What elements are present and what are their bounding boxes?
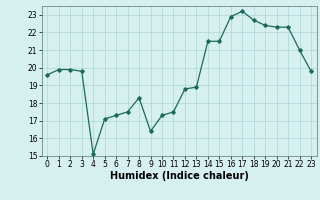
X-axis label: Humidex (Indice chaleur): Humidex (Indice chaleur) <box>110 171 249 181</box>
